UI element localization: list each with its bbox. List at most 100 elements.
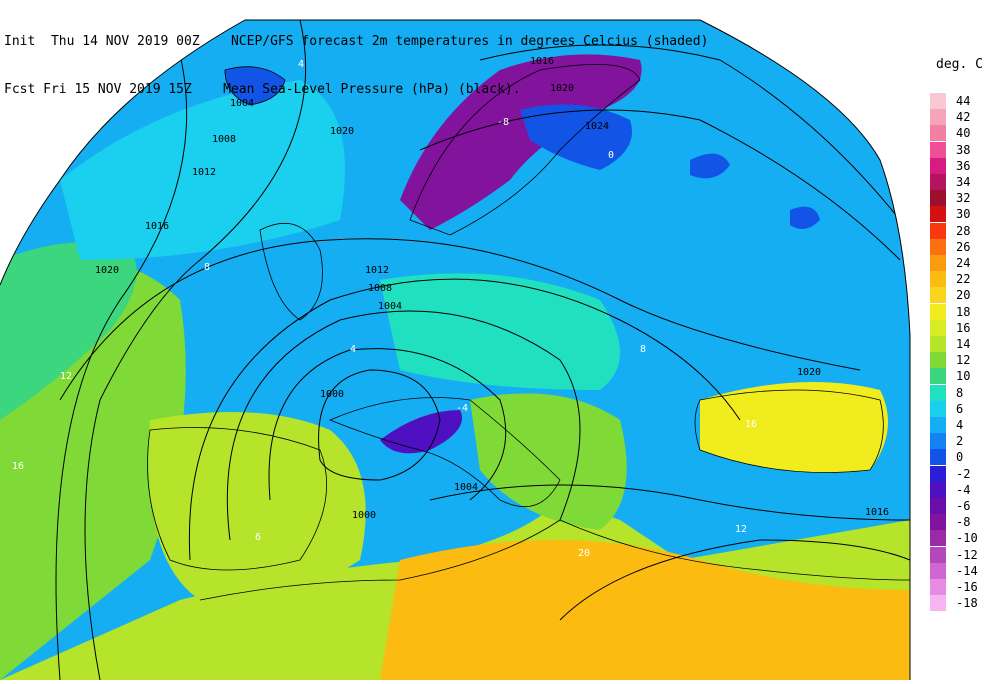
legend-swatch [930, 546, 946, 563]
isobar-label: 1000 [352, 510, 376, 521]
legend-label: 34 [956, 175, 971, 189]
map-frame [0, 19, 911, 336]
isobar-label: 1016 [145, 221, 169, 232]
legend-label: -14 [956, 563, 978, 578]
legend-swatch [930, 303, 946, 320]
isobar-label: 1004 [230, 98, 254, 109]
legend-swatch [930, 384, 946, 401]
temp-label: 12 [735, 524, 747, 535]
legend-label: 36 [956, 158, 971, 173]
header-line-fcst: Fcst Fri 15 NOV 2019 15Z Mean Sea-Level … [4, 82, 521, 97]
temp-label: 8 [204, 262, 210, 273]
legend-title: deg. C [936, 57, 983, 72]
legend-swatch [930, 498, 946, 514]
legend-label: 18 [956, 304, 971, 319]
legend-label: -8 [956, 515, 971, 530]
isobar-label: 1012 [365, 265, 389, 276]
temp-label: 8 [640, 344, 646, 355]
isobar-lines [55, 20, 910, 680]
legend-label: 10 [956, 369, 971, 384]
legend-label: -16 [956, 580, 978, 594]
legend-label: 32 [956, 191, 971, 206]
temp-label: 4 [298, 59, 304, 70]
legend-label: 40 [956, 126, 971, 141]
isobar-label: 1016 [865, 507, 889, 518]
legend-label: 30 [956, 207, 971, 222]
legend-label: 8 [956, 385, 964, 400]
isobar-label: 1004 [454, 482, 478, 493]
header-line-init: Init Thu 14 NOV 2019 00Z NCEP/GFS foreca… [4, 34, 709, 49]
legend-swatch [930, 465, 946, 482]
legend-label: -12 [956, 547, 978, 562]
legend-label: 20 [956, 288, 971, 303]
isobar-label: 1012 [192, 167, 216, 178]
legend-label: 0 [956, 450, 964, 465]
temp-label: 6 [255, 532, 261, 543]
legend-label: 44 [956, 94, 971, 108]
legend-label: 24 [956, 256, 971, 270]
legend-swatch [930, 125, 946, 142]
legend-swatch [930, 514, 946, 531]
legend-swatch [930, 530, 946, 547]
legend-swatch [930, 400, 946, 417]
temp-label: 16 [12, 461, 24, 472]
legend-label: 38 [956, 142, 971, 157]
temp-label: 20 [578, 548, 590, 559]
legend-swatch [930, 481, 946, 498]
legend-swatch [930, 336, 946, 352]
legend-swatch [930, 579, 946, 595]
legend-swatch [930, 271, 946, 288]
map-header: Init Thu 14 NOV 2019 00Z NCEP/GFS foreca… [4, 2, 708, 114]
legend-label: 14 [956, 337, 971, 351]
legend-swatch [930, 157, 946, 174]
isobar-label: 1020 [550, 83, 574, 94]
legend-swatch [930, 238, 946, 255]
legend-swatch [930, 206, 946, 223]
legend-label: 4 [956, 418, 964, 432]
legend-swatch [930, 190, 946, 207]
temp-label: -8 [497, 117, 509, 128]
legend-swatch [930, 93, 946, 109]
isobar-label: 1016 [530, 56, 554, 67]
temp-label: 12 [60, 371, 72, 382]
legend-label: 6 [956, 401, 964, 416]
legend-swatch [930, 141, 946, 158]
legend-label: -6 [956, 499, 971, 513]
temp-label: -4 [456, 403, 468, 414]
isobar-label: 1004 [378, 301, 402, 312]
legend-label: 28 [956, 223, 971, 238]
isobar-label: 1008 [212, 134, 236, 145]
legend-swatch [930, 222, 946, 239]
legend-swatch [930, 174, 946, 190]
legend-swatch [930, 109, 946, 126]
legend-label: 12 [956, 353, 971, 368]
temp-labels: 4 4 8 8 12 12 16 16 20 0 -8 6 -4 [12, 59, 757, 559]
legend-label: -4 [956, 482, 971, 497]
isobar-label: 1020 [797, 367, 821, 378]
temp-label: 0 [608, 150, 614, 161]
isobar-label: 1020 [95, 265, 119, 276]
legend-label: 16 [956, 320, 971, 335]
legend-swatch [930, 287, 946, 304]
temp-label: 4 [350, 344, 356, 355]
legend-swatch [930, 417, 946, 433]
isobar-label: 1008 [368, 283, 392, 294]
legend-label: 2 [956, 434, 964, 449]
legend-swatch [930, 449, 946, 466]
legend-swatch [930, 352, 946, 369]
legend-label: -10 [956, 531, 978, 546]
legend-swatch [930, 319, 946, 336]
legend-swatch [930, 255, 946, 271]
isobar-label: 1024 [585, 121, 609, 132]
temp-label: 16 [745, 419, 757, 430]
legend-swatch [930, 562, 946, 579]
legend-swatch [930, 595, 946, 612]
legend-label: 22 [956, 272, 971, 287]
legend-label: -18 [956, 596, 978, 611]
isobar-labels: 1016 1020 1024 1004 1008 1012 1020 1016 … [95, 56, 889, 521]
legend-swatch [930, 368, 946, 385]
legend-swatch [930, 433, 946, 450]
